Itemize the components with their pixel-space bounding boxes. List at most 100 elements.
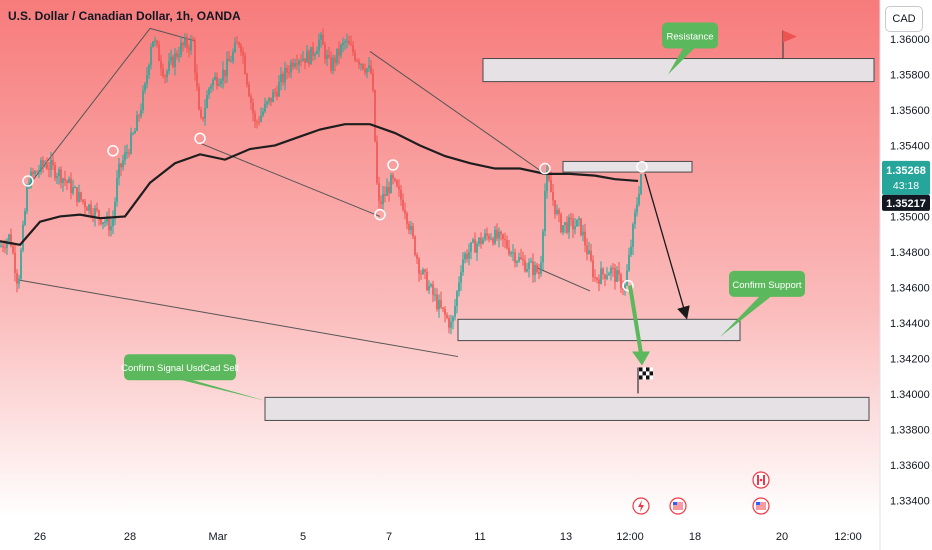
candle-body bbox=[604, 274, 606, 279]
candle-body bbox=[564, 222, 566, 226]
candle-body bbox=[640, 174, 642, 194]
candle-body bbox=[406, 213, 408, 224]
callout-resistance: Resistance bbox=[662, 22, 718, 75]
candle-body bbox=[126, 152, 128, 154]
candle-body bbox=[428, 285, 430, 291]
candle-body bbox=[254, 113, 256, 122]
candle-body bbox=[34, 171, 36, 175]
candle-body bbox=[122, 160, 124, 168]
candle-body bbox=[190, 39, 192, 51]
candle-body bbox=[298, 60, 300, 65]
candle-body bbox=[256, 121, 258, 123]
candle-body bbox=[492, 238, 494, 244]
candle-body bbox=[456, 291, 458, 307]
candle-body bbox=[402, 199, 404, 210]
candle-body bbox=[338, 48, 340, 56]
candle-body bbox=[396, 180, 398, 187]
circle-marker bbox=[622, 279, 634, 292]
candle-body bbox=[178, 55, 180, 57]
candle-body bbox=[228, 58, 230, 62]
candle-body bbox=[556, 209, 558, 214]
x-tick-label: 11 bbox=[474, 531, 485, 543]
candle-body bbox=[512, 252, 514, 254]
candle-body bbox=[574, 226, 576, 230]
candle-body bbox=[382, 194, 384, 205]
candle-body bbox=[480, 237, 482, 244]
candle-body bbox=[502, 234, 504, 240]
callout-text: Confirm Signal UsdCad Sell bbox=[121, 363, 239, 374]
candle-body bbox=[124, 152, 126, 161]
candle-body bbox=[582, 231, 584, 236]
candle-body bbox=[412, 225, 414, 237]
candle-body bbox=[172, 56, 174, 67]
candle-body bbox=[362, 64, 364, 70]
us-flag-event-icon bbox=[669, 497, 687, 515]
candle-body bbox=[214, 76, 216, 80]
candle-body bbox=[536, 264, 538, 272]
candle-body bbox=[102, 222, 104, 224]
circle-marker bbox=[194, 132, 206, 145]
candle-body bbox=[270, 97, 272, 103]
currency-button[interactable]: CAD bbox=[885, 6, 923, 32]
candle-body bbox=[80, 192, 82, 200]
candle-body bbox=[118, 163, 120, 179]
candle-body bbox=[392, 175, 394, 179]
candle-body bbox=[10, 234, 12, 247]
candle-body bbox=[160, 60, 162, 69]
circle-marker bbox=[387, 159, 399, 171]
candle-body bbox=[586, 245, 588, 254]
circle-marker bbox=[539, 162, 551, 175]
candle-body bbox=[404, 209, 406, 214]
candle-body bbox=[114, 201, 116, 219]
candle-body bbox=[446, 314, 448, 318]
candle-body bbox=[42, 160, 44, 166]
projection-arrow-green bbox=[628, 285, 643, 354]
candle-body bbox=[20, 250, 22, 279]
candle-body bbox=[506, 240, 508, 248]
candle-body bbox=[154, 40, 156, 42]
candle-body bbox=[112, 218, 114, 227]
lightning-glyph bbox=[638, 500, 644, 512]
candle-body bbox=[0, 245, 2, 247]
retest-zone bbox=[562, 160, 693, 173]
x-tick-label: 28 bbox=[124, 531, 136, 543]
candle-body bbox=[134, 130, 136, 134]
candle-body bbox=[598, 279, 600, 284]
candle-body bbox=[304, 58, 306, 63]
candle-body bbox=[242, 51, 244, 56]
x-tick-label: 13 bbox=[560, 531, 572, 543]
candle-body bbox=[430, 284, 432, 286]
candle-body bbox=[76, 187, 78, 202]
candle-body bbox=[98, 210, 100, 218]
candle-body bbox=[28, 186, 30, 188]
candle-body bbox=[60, 169, 62, 183]
candle-body bbox=[346, 40, 348, 42]
candle-body bbox=[220, 80, 222, 84]
x-tick-label: 12:00 bbox=[616, 531, 644, 543]
candle-body bbox=[426, 271, 428, 291]
candle-body bbox=[330, 57, 332, 71]
candle-body bbox=[296, 63, 298, 65]
candle-body bbox=[478, 237, 480, 244]
y-tick-label: 1.34200 bbox=[890, 353, 930, 365]
candle-body bbox=[594, 277, 596, 279]
callout-text: Confirm Support bbox=[732, 280, 802, 291]
candle-body bbox=[224, 69, 226, 77]
candle-body bbox=[606, 275, 608, 279]
candle-body bbox=[328, 54, 330, 58]
candle-body bbox=[318, 39, 320, 51]
candle-body bbox=[88, 204, 90, 211]
candle-body bbox=[284, 68, 286, 83]
candle-body bbox=[4, 247, 6, 249]
candle-body bbox=[386, 187, 388, 196]
candle-body bbox=[476, 243, 478, 253]
candle-body bbox=[510, 252, 512, 255]
candle-body bbox=[24, 211, 26, 225]
circle-marker bbox=[374, 208, 386, 221]
candle-body bbox=[216, 76, 218, 86]
candle-body bbox=[504, 239, 506, 241]
candle-body bbox=[602, 268, 604, 275]
candle-body bbox=[484, 233, 486, 240]
candle-body bbox=[30, 171, 32, 187]
